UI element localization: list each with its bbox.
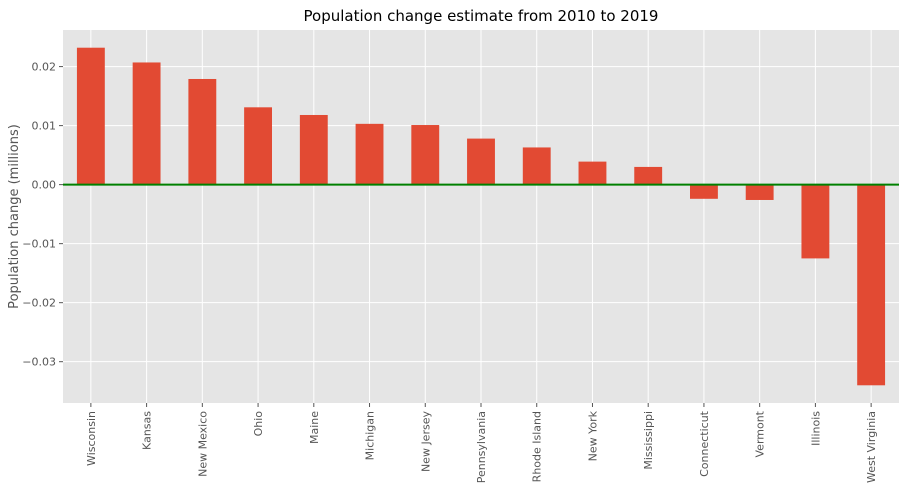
x-tick-label: Illinois <box>809 411 822 446</box>
bar-pennsylvania <box>467 138 495 185</box>
bars <box>76 47 886 386</box>
x-tick-label: New Jersey <box>419 411 432 473</box>
x-tick-label: Mississippi <box>642 411 655 470</box>
y-tick-label: −0.01 <box>22 238 56 251</box>
bar-rhode-island <box>522 147 551 185</box>
y-axis-ticks: −0.03 −0.02 −0.01 0.00 0.01 0.02 <box>22 61 63 369</box>
x-axis-ticks: Wisconsin Kansas New Mexico Ohio Maine Michig… <box>85 403 878 483</box>
y-tick-label: −0.02 <box>22 297 56 310</box>
x-tick-label: Pennsylvania <box>475 411 488 483</box>
chart-title: Population change estimate from 2010 to … <box>304 7 659 25</box>
bar-illinois <box>801 184 830 259</box>
y-axis-label: Population change (millions) <box>7 124 22 309</box>
x-tick-label: Kansas <box>141 411 154 450</box>
y-tick-label: −0.03 <box>22 356 56 369</box>
x-tick-label: New Mexico <box>196 411 209 477</box>
x-tick-label: Ohio <box>252 411 265 437</box>
x-tick-label: Michigan <box>364 411 377 460</box>
bar-maine <box>299 114 328 185</box>
bar-new-mexico <box>188 78 217 185</box>
bar-kansas <box>132 62 161 185</box>
x-tick-label: West Virginia <box>865 411 878 483</box>
x-tick-label: Rhode Island <box>531 411 544 482</box>
bar-west-virginia <box>857 184 886 386</box>
bar-mississippi <box>634 166 663 185</box>
y-tick-label: 0.01 <box>32 120 57 133</box>
x-tick-label: New York <box>586 410 599 461</box>
bar-wisconsin <box>76 47 105 185</box>
x-tick-label: Connecticut <box>698 410 711 477</box>
bar-connecticut <box>690 184 718 199</box>
x-tick-label: Vermont <box>754 410 767 457</box>
bar-new-york <box>578 161 607 185</box>
x-tick-label: Wisconsin <box>85 411 98 466</box>
y-tick-label: 0.00 <box>32 179 57 192</box>
y-tick-label: 0.02 <box>32 61 57 74</box>
bar-ohio <box>244 107 272 185</box>
bar-new-jersey <box>411 125 440 185</box>
x-tick-label: Maine <box>308 411 321 444</box>
bar-michigan <box>355 123 384 185</box>
bar-vermont <box>745 184 774 200</box>
